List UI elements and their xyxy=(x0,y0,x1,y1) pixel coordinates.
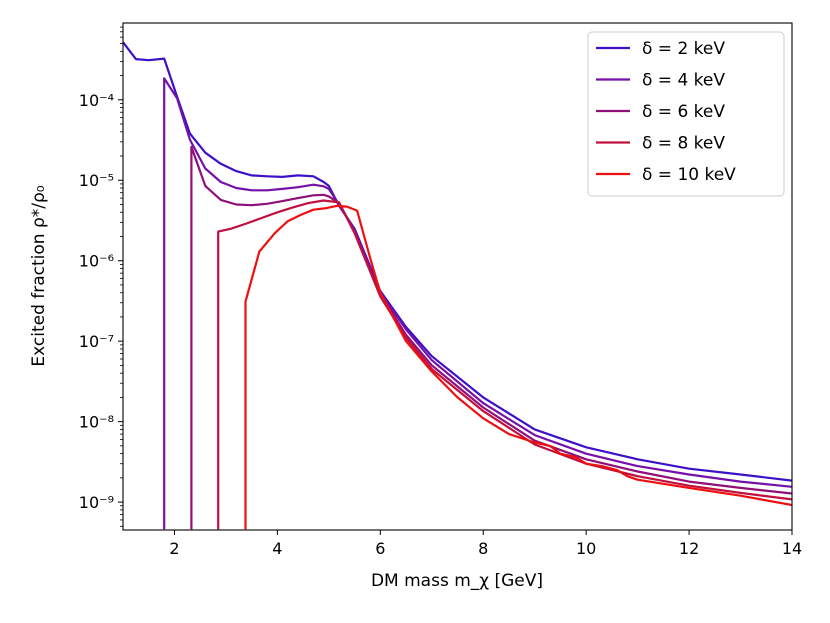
legend-label-2: δ = 4 keV xyxy=(642,71,725,91)
x-tick-label: 8 xyxy=(478,539,488,558)
y-tick-label: 10⁻⁶ xyxy=(79,252,114,271)
x-tick-label: 12 xyxy=(679,539,699,558)
y-tick-label: 10⁻⁹ xyxy=(79,493,114,512)
x-tick-label: 10 xyxy=(576,539,596,558)
x-tick-label: 6 xyxy=(375,539,385,558)
legend-label-5: δ = 10 keV xyxy=(642,165,736,185)
x-tick-label: 4 xyxy=(272,539,282,558)
plot-frame xyxy=(122,22,793,531)
legend-label-1: δ = 2 keV xyxy=(642,39,725,59)
y-tick-label: 10⁻⁵ xyxy=(79,171,114,190)
y-axis: 10⁻⁹ 10⁻⁸ 10⁻⁷ 10⁻⁶ 10⁻⁵ 10⁻⁴ xyxy=(79,26,123,527)
y-axis-label: Excited fraction ρ*/ρ₀ xyxy=(29,185,49,366)
series-line-1 xyxy=(123,41,792,482)
series-line-4 xyxy=(217,199,792,530)
series-line-2 xyxy=(163,77,792,530)
x-tick-label: 2 xyxy=(169,539,179,558)
y-tick-label: 10⁻⁸ xyxy=(79,413,114,432)
x-axis-label: DM mass m_χ [GeV] xyxy=(371,571,543,591)
legend-label-4: δ = 8 keV xyxy=(642,134,725,154)
series-line-5 xyxy=(244,204,792,530)
series-line-3 xyxy=(190,145,792,530)
x-axis: 2 4 6 8 10 12 14 xyxy=(169,530,802,558)
x-tick-label: 14 xyxy=(782,539,802,558)
legend-box xyxy=(587,31,785,197)
y-tick-label: 10⁻⁷ xyxy=(79,332,114,351)
legend-label-3: δ = 6 keV xyxy=(642,102,725,122)
legend: δ = 2 keV δ = 4 keV δ = 6 keV δ = 8 keV δ = … xyxy=(587,31,785,197)
series-layer xyxy=(123,41,792,530)
y-tick-label: 10⁻⁴ xyxy=(79,91,114,110)
